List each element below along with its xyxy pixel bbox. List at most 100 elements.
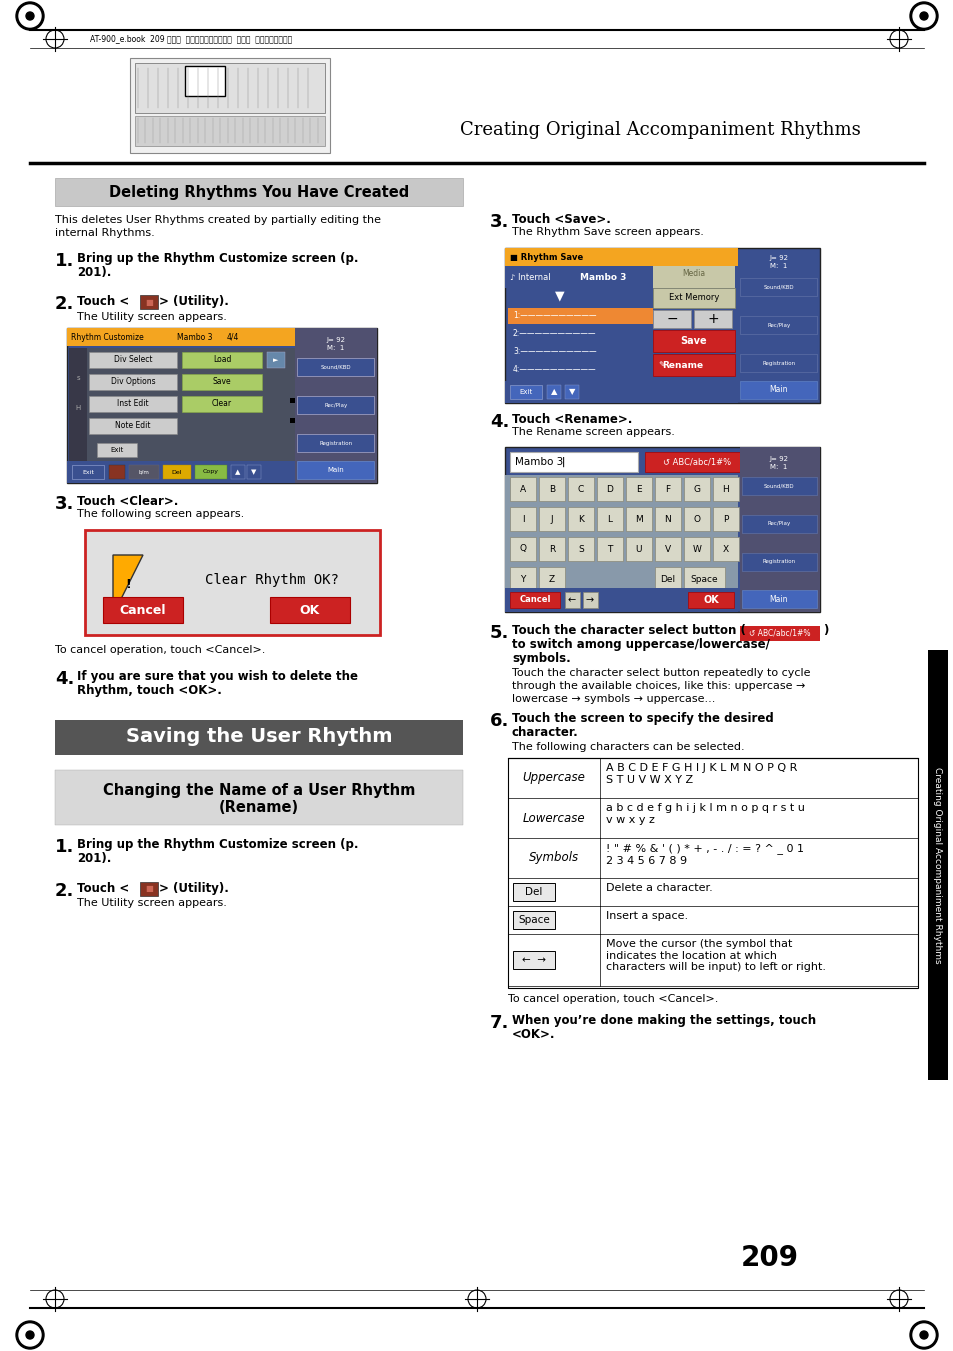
Bar [290, 417, 294, 423]
Bar [135, 63, 325, 113]
Bar [513, 884, 555, 901]
Bar [652, 330, 734, 353]
Bar [140, 295, 158, 309]
Text: ): ) [822, 624, 827, 638]
Text: C: C [578, 485, 583, 493]
Text: Save: Save [213, 377, 231, 386]
Bar [504, 249, 738, 266]
Text: G: G [693, 485, 700, 493]
Text: The Utility screen appears.: The Utility screen appears. [77, 898, 227, 908]
Text: Deleting Rhythms You Have Created: Deleting Rhythms You Have Created [109, 185, 409, 200]
Text: ▲: ▲ [235, 469, 240, 476]
Text: Saving the User Rhythm: Saving the User Rhythm [126, 727, 392, 747]
Bar [567, 477, 594, 501]
Bar [504, 249, 820, 403]
Text: Registration: Registration [319, 440, 353, 446]
Text: Mambo 3: Mambo 3 [177, 332, 213, 342]
Bar [740, 316, 816, 334]
Text: Insert a space.: Insert a space. [605, 911, 687, 921]
Bar [504, 476, 738, 588]
Text: V: V [664, 544, 670, 554]
Bar [510, 477, 536, 501]
Bar [510, 507, 536, 531]
Circle shape [26, 12, 34, 20]
Text: OK: OK [299, 604, 320, 616]
Text: Creating Original Accompaniment Rhythms: Creating Original Accompaniment Rhythms [933, 766, 942, 963]
Text: To cancel operation, touch <Cancel>.: To cancel operation, touch <Cancel>. [507, 994, 718, 1004]
Bar [129, 465, 159, 480]
Bar [67, 328, 294, 346]
Text: Z: Z [548, 574, 555, 584]
Text: N: N [664, 515, 671, 523]
Bar [741, 515, 816, 534]
Text: E: E [636, 485, 641, 493]
Bar [510, 385, 541, 399]
Text: Touch the screen to specify the desired: Touch the screen to specify the desired [512, 712, 773, 725]
Text: a b c d e f g h i j k l m n o p q r s t u
v w x y z: a b c d e f g h i j k l m n o p q r s t … [605, 802, 804, 824]
Text: J= 92: J= 92 [769, 255, 788, 261]
Text: Exit: Exit [518, 389, 532, 394]
Text: Clear Rhythm OK?: Clear Rhythm OK? [205, 573, 338, 586]
Bar [69, 349, 87, 463]
Bar [135, 116, 325, 146]
Text: (Rename): (Rename) [218, 801, 298, 816]
Text: F: F [665, 485, 670, 493]
Bar [625, 507, 651, 531]
Bar [712, 507, 739, 531]
Text: +: + [706, 312, 718, 326]
Text: M:  1: M: 1 [327, 345, 344, 351]
Bar [644, 453, 749, 471]
Text: M:  1: M: 1 [769, 263, 787, 269]
Text: 209: 209 [740, 1244, 799, 1273]
Text: ! " # % & ' ( ) * + , - . / : = ? ^ _ 0 1
2 3 4 5 6 7 8 9: ! " # % & ' ( ) * + , - . / : = ? ^ _ 0 … [605, 843, 803, 866]
Bar [182, 353, 262, 367]
Bar [296, 396, 374, 413]
Text: lowercase → symbols → uppercase...: lowercase → symbols → uppercase... [512, 694, 715, 704]
Text: Touch the character select button (: Touch the character select button ( [512, 624, 745, 638]
Text: Touch <: Touch < [77, 882, 129, 894]
Bar [290, 399, 294, 403]
Text: K: K [578, 515, 583, 523]
Bar [130, 58, 330, 153]
Text: Registration: Registration [761, 361, 795, 366]
Bar [625, 536, 651, 561]
Text: Y: Y [519, 574, 525, 584]
Bar [71, 465, 104, 480]
Bar [109, 465, 125, 480]
Text: X: X [722, 544, 728, 554]
Text: 4.: 4. [55, 670, 74, 688]
Bar [741, 590, 816, 608]
Bar [538, 567, 564, 590]
Circle shape [919, 12, 927, 20]
Text: Symbols: Symbols [528, 851, 578, 865]
Bar [687, 592, 733, 608]
Text: Del: Del [659, 574, 675, 584]
Bar [103, 597, 183, 623]
Bar [296, 461, 374, 480]
Text: I: I [521, 515, 524, 523]
Bar [693, 309, 731, 328]
Text: Touch <Rename>.: Touch <Rename>. [512, 413, 632, 426]
Text: Media: Media [681, 269, 705, 277]
Text: Div Options: Div Options [111, 377, 155, 386]
Text: OK: OK [702, 594, 719, 605]
Text: H: H [75, 405, 81, 411]
Text: 6.: 6. [490, 712, 509, 730]
Bar [655, 536, 680, 561]
Circle shape [912, 1324, 934, 1346]
Bar [296, 358, 374, 376]
Bar [655, 507, 680, 531]
Text: The Rhythm Save screen appears.: The Rhythm Save screen appears. [512, 227, 703, 236]
Text: M: M [635, 515, 642, 523]
Text: A: A [519, 485, 525, 493]
Bar [597, 536, 622, 561]
Text: Del: Del [172, 470, 182, 474]
Bar [625, 477, 651, 501]
Text: Touch <: Touch < [77, 295, 129, 308]
Text: If you are sure that you wish to delete the: If you are sure that you wish to delete … [77, 670, 357, 684]
Bar [507, 758, 917, 988]
Bar [538, 477, 564, 501]
Bar [504, 447, 820, 612]
Text: symbols.: symbols. [512, 653, 570, 665]
Bar [270, 597, 350, 623]
